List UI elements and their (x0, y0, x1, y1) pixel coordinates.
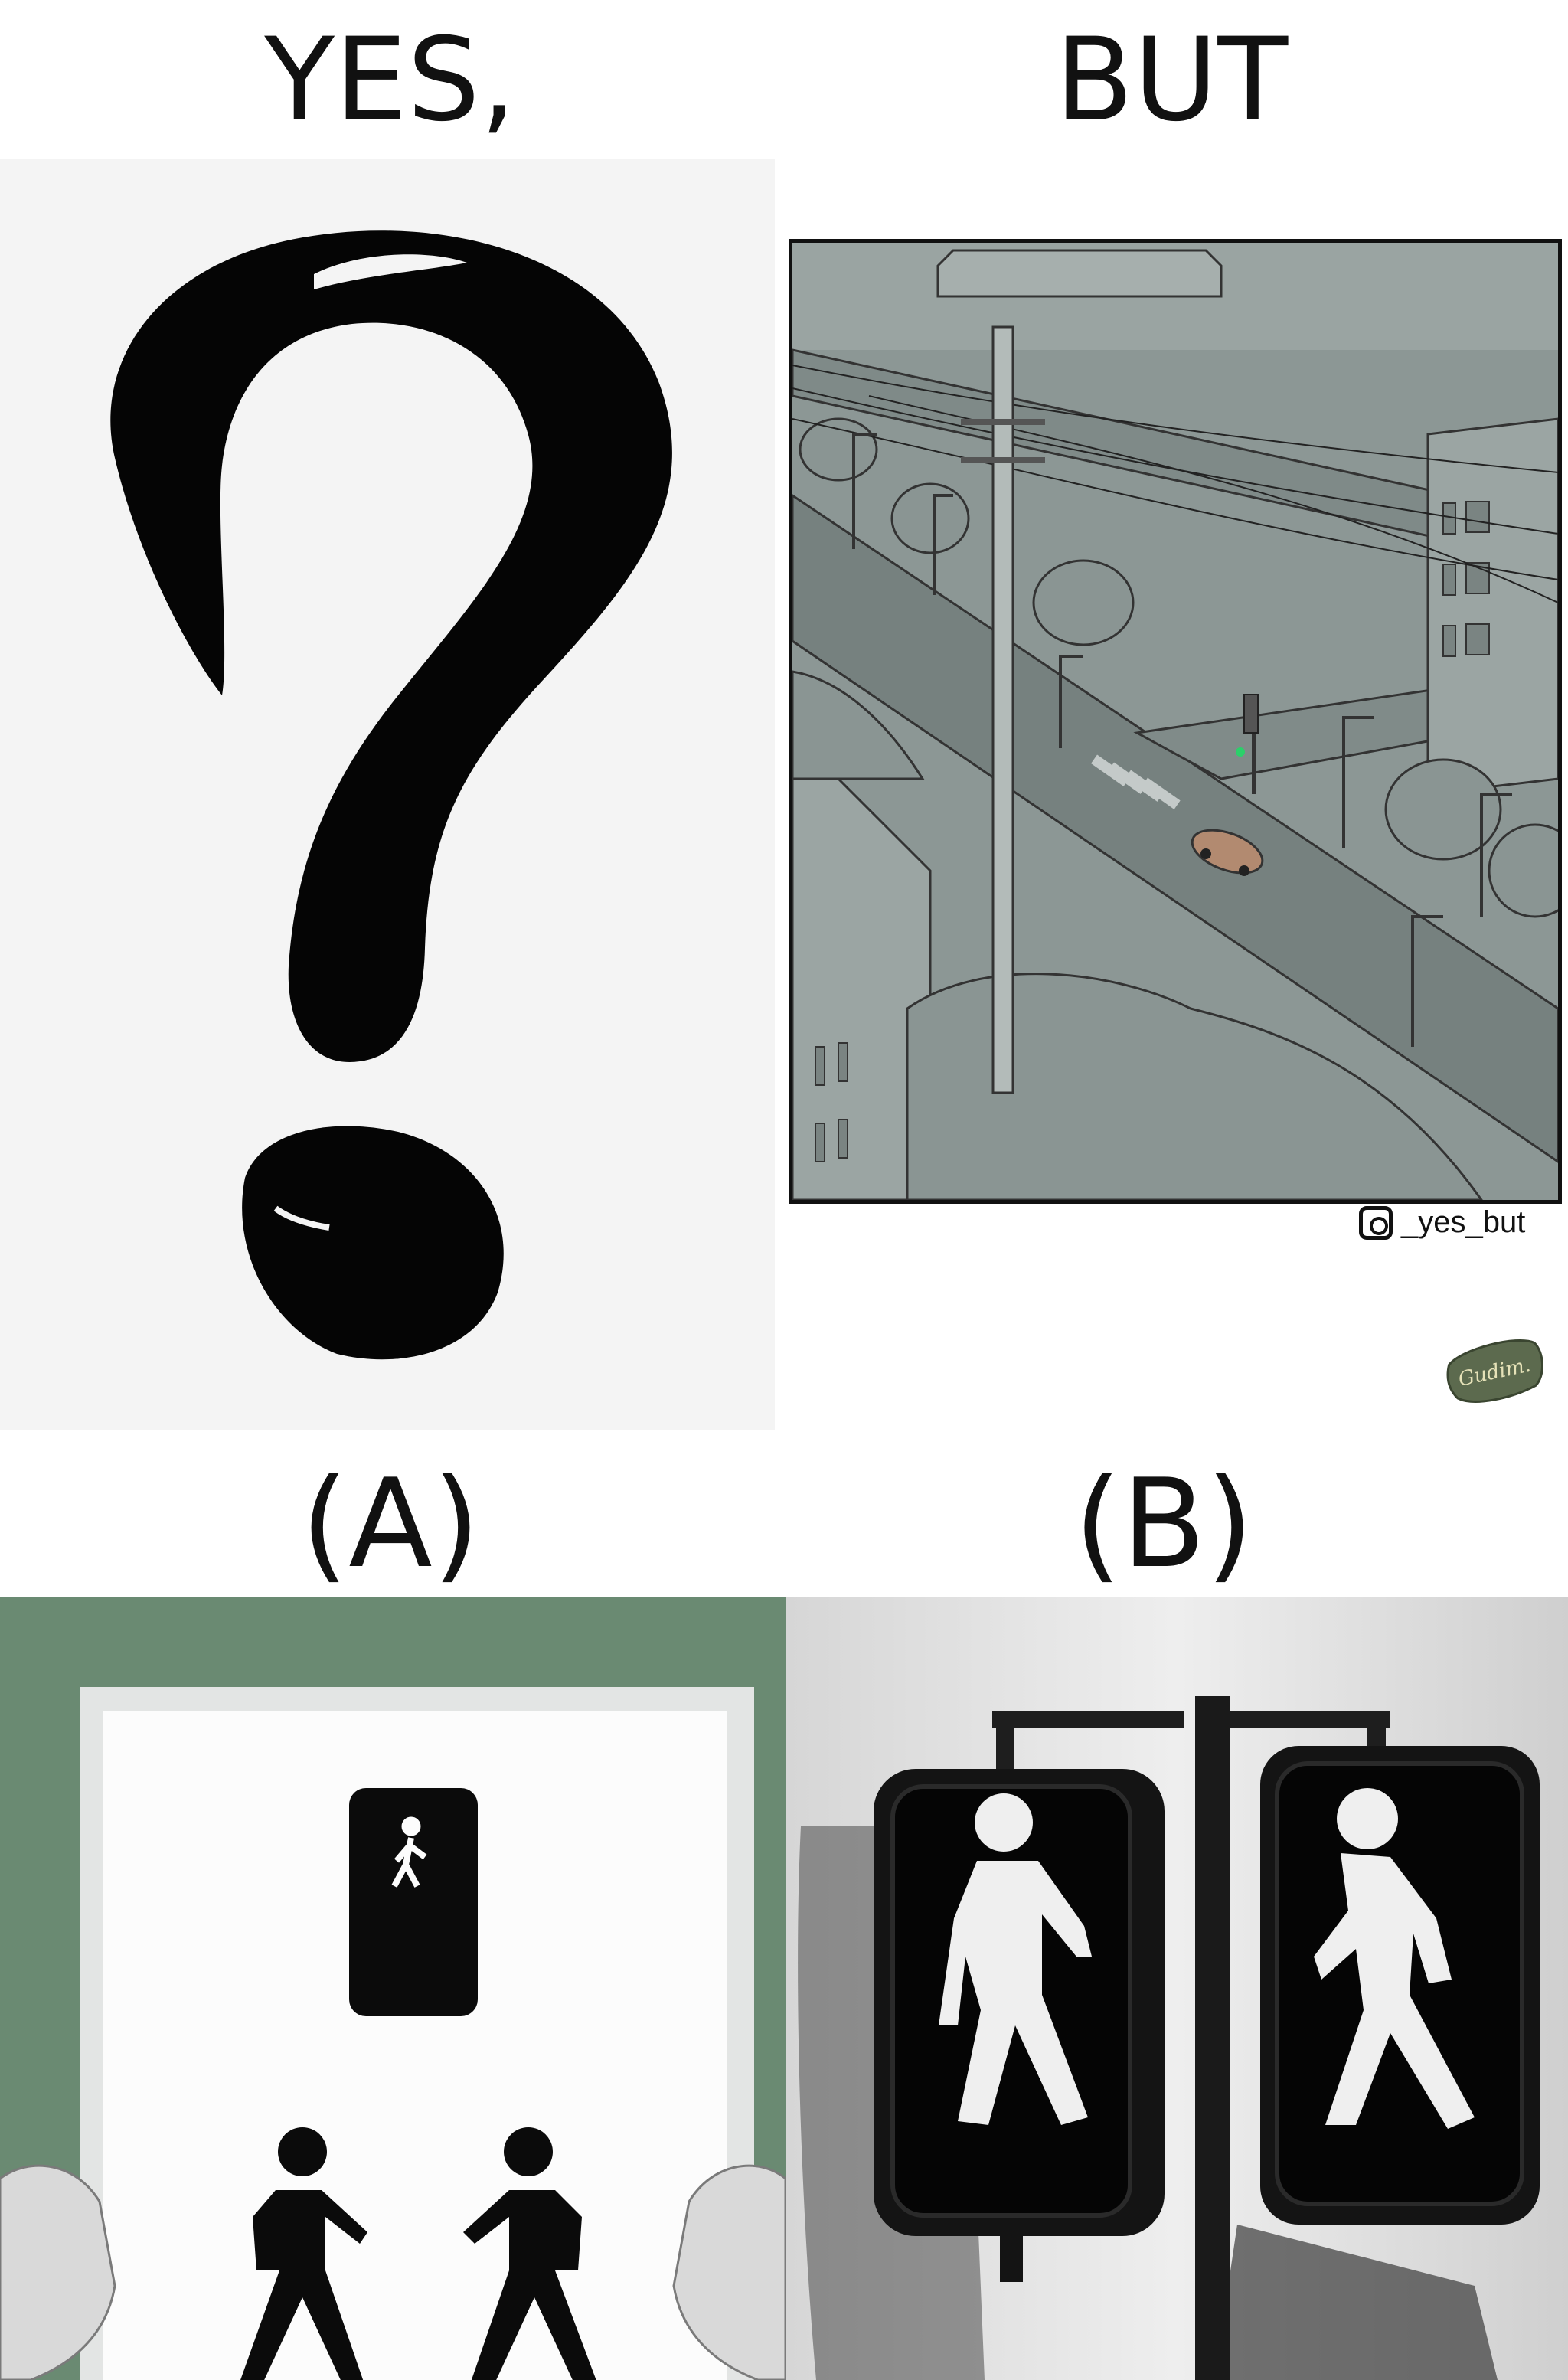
caption-option-a: (A) (300, 1452, 481, 1595)
question-mark-panel (0, 159, 775, 1430)
watermark-handle: _yes_but (1401, 1205, 1526, 1239)
street-scene-illustration (792, 243, 1558, 1200)
caption-yes: YES, (264, 14, 517, 147)
instagram-icon (1359, 1206, 1393, 1240)
signature-badge: Gudim. (1438, 1326, 1553, 1411)
caption-option-b: (B) (1073, 1452, 1254, 1595)
question-mark-icon (110, 230, 672, 1360)
caption-but: BUT (1054, 14, 1289, 147)
pedestrian-signal-illustration (786, 1597, 1568, 2380)
option-a-image (0, 1597, 786, 2380)
street-comic-panel (789, 239, 1562, 1204)
pedestrian-sign-illustration (0, 1597, 786, 2380)
option-b-image (786, 1597, 1568, 2380)
